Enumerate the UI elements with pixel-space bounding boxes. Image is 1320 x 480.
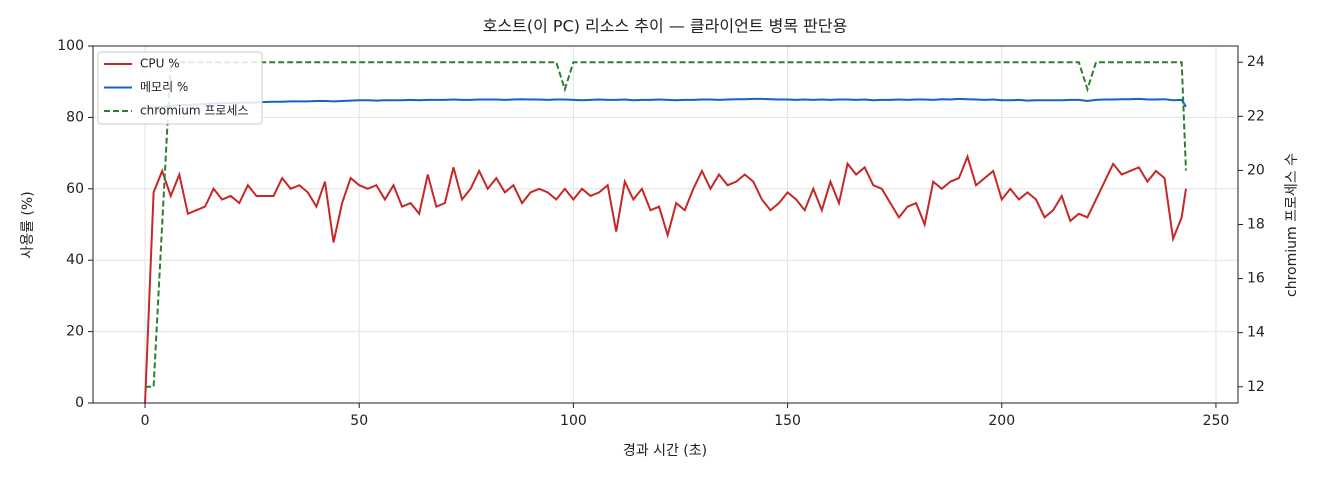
y-tick-label: 80 [66, 109, 84, 125]
legend-box [97, 51, 263, 125]
y-tick-label: 60 [66, 181, 84, 197]
chart-title: 호스트(이 PC) 리소스 추이 — 클라이언트 병목 판단용 [483, 17, 848, 36]
y-axis-label: 사용률 (%) [20, 191, 36, 258]
x-tick-label: 100 [560, 413, 587, 429]
x-axis-label: 경과 시간 (초) [623, 443, 707, 459]
legend-label: chromium 프로세스 [140, 104, 249, 118]
legend-label: 메모리 % [140, 80, 188, 94]
x-tick-label: 250 [1203, 413, 1230, 429]
series-line [144, 153, 1187, 404]
y2-tick-label: 16 [1247, 271, 1265, 287]
y2-tick-label: 22 [1247, 108, 1265, 124]
y2-tick-label: 24 [1247, 54, 1265, 70]
x-tick-label: 200 [988, 413, 1015, 429]
x-tick-label: 150 [774, 413, 801, 429]
series-line [144, 97, 1187, 110]
y-tick-label: 40 [66, 252, 84, 268]
legend-label: CPU % [140, 57, 180, 71]
y2-tick-label: 18 [1247, 217, 1265, 233]
x-tick-label: 0 [141, 413, 150, 429]
y-tick-label: 0 [75, 395, 84, 411]
y-tick-label: 20 [66, 324, 84, 340]
y-tick-label: 100 [57, 38, 84, 54]
y2-tick-label: 12 [1247, 379, 1265, 395]
series-line [145, 61, 1187, 388]
plot-frame [92, 45, 1239, 404]
x-tick-label: 50 [350, 413, 368, 429]
y2-tick-label: 20 [1247, 162, 1265, 178]
y2-axis-label: chromium 프로세스 수 [1284, 153, 1300, 297]
y2-tick-label: 14 [1247, 325, 1265, 341]
